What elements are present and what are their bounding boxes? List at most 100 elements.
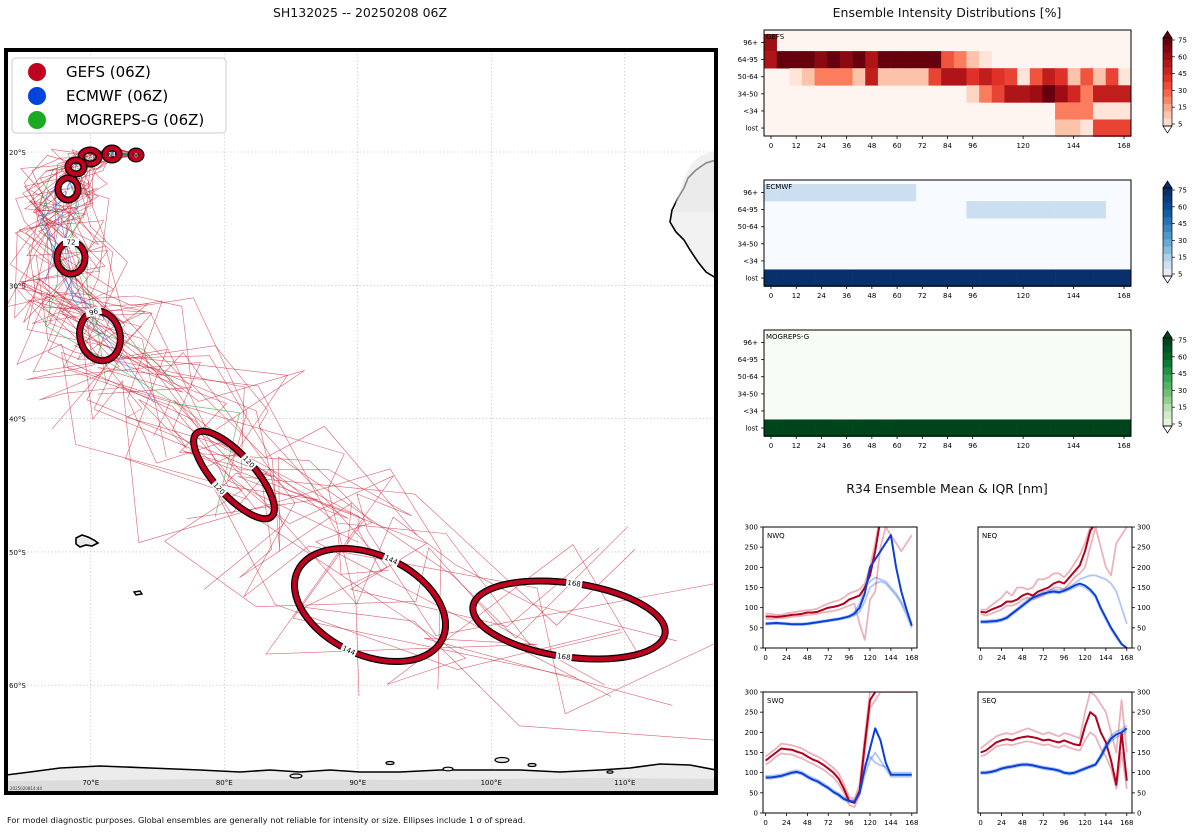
r34-y-label: 250 (1137, 544, 1150, 552)
heatmap-row-label: 96+ (743, 189, 758, 197)
heatmap-cell (1042, 269, 1056, 287)
colorbar-segment (1163, 195, 1172, 204)
colorbar-segment (1163, 60, 1172, 68)
heatmap-cell (979, 85, 993, 103)
colorbar-label: 30 (1178, 387, 1187, 395)
heatmap-row-label: 96+ (743, 339, 758, 347)
heatmap-cell (953, 68, 967, 86)
r34-y-label: 250 (1137, 709, 1150, 717)
r34-y-label: 150 (1137, 584, 1150, 592)
r34-y-label: 50 (1137, 624, 1146, 632)
r34-x-label: 120 (863, 819, 876, 827)
gefs-mean-line (764, 692, 877, 804)
heatmap-cell (827, 184, 841, 202)
r34-y-label: 200 (1137, 729, 1150, 737)
heatmap-x-label: 36 (842, 442, 851, 450)
colorbar-segment (1163, 261, 1172, 270)
heatmap-cell (1105, 68, 1119, 86)
footer-note: For model diagnostic purposes. Global en… (7, 815, 525, 825)
heatmap-x-label: 72 (918, 142, 927, 150)
heatmap-cell (1042, 68, 1056, 86)
heatmap-cell (903, 184, 917, 202)
heatmap-cell (1067, 269, 1081, 287)
ellipse-ring (55, 175, 81, 203)
ellipse-ring (102, 145, 122, 163)
colorbar-extend-top (1162, 30, 1173, 39)
r34-x-label: 144 (1099, 819, 1113, 827)
colorbar-frame (1162, 187, 1173, 277)
heatmap-cell (776, 184, 790, 202)
heatmap-cell (1004, 85, 1018, 103)
track-line (50, 148, 605, 686)
lat-label: 50°S (9, 549, 26, 557)
r34-y-label: 100 (745, 769, 758, 777)
ellipse-label: 72 (67, 239, 76, 247)
colorbar-segment (1163, 254, 1172, 262)
heatmap-cell (979, 51, 993, 69)
heatmap-x-label: 96 (968, 292, 977, 300)
heatmap-cell (915, 51, 929, 69)
heatmap-cell (1093, 201, 1106, 219)
legend-mogreps-marker (28, 111, 46, 129)
colorbar-frame (1162, 37, 1173, 127)
r34-plot-area (765, 527, 913, 641)
heatmap-x-label: 24 (817, 142, 826, 150)
heatmap-cell (966, 51, 980, 69)
heatmap-cell (1017, 85, 1031, 103)
r34-x-label: 0 (763, 654, 767, 662)
r34-y-label: 300 (745, 689, 758, 697)
colorbar-label: 30 (1178, 87, 1187, 95)
heatmap-cell (1042, 419, 1056, 437)
r34-x-label: 168 (905, 819, 918, 827)
colorbar-segment (1163, 382, 1172, 390)
heatmap-cell (1004, 201, 1018, 219)
heatmap-cell (991, 419, 1005, 437)
ellipse-24h: 24 (77, 146, 103, 168)
heatmap-cell (1067, 85, 1081, 103)
gefs-p75-line (765, 527, 880, 616)
colorbar-segment (1163, 360, 1172, 368)
heatmap-cell (852, 68, 866, 86)
heatmap-cell (839, 68, 853, 86)
heatmap-cell (1055, 119, 1069, 137)
heatmap-cell (1055, 269, 1069, 287)
r34-y-label: 0 (754, 645, 758, 653)
r34-y-label: 300 (745, 524, 758, 532)
colorbar-segment (1163, 202, 1172, 211)
gefs-p75-line (765, 692, 872, 800)
heatmap-cell (877, 184, 891, 202)
heatmap-cell (1017, 68, 1031, 86)
heatmap-cell (915, 419, 929, 437)
heatmap-x-label: 144 (1067, 442, 1081, 450)
colorbar-segment (1163, 52, 1172, 61)
heatmap-row-label: lost (745, 125, 758, 133)
gefs-mean-line (980, 711, 1128, 786)
track-line (24, 153, 640, 685)
heatmap-name: GEFS (766, 33, 785, 41)
heatmap-cell (827, 68, 841, 86)
colorbar-segment (1163, 111, 1172, 120)
heatmap-x-label: 12 (792, 442, 801, 450)
heatmap-cell (1105, 269, 1119, 287)
heatmap-cell (953, 51, 967, 69)
r34-panel-name: NWQ (767, 532, 785, 540)
heatmap-cell (839, 419, 853, 437)
heatmap-cell (1042, 85, 1056, 103)
ecmwf-p25-line (980, 730, 1128, 776)
heatmap-cell (1080, 269, 1094, 287)
heatmap-x-label: 144 (1067, 142, 1081, 150)
track-line (15, 148, 673, 706)
colorbar-label: 30 (1178, 237, 1187, 245)
heatmap-row-label: 64-95 (738, 356, 758, 364)
heatmap-cell (890, 419, 904, 437)
ecmwf-mean-line (765, 534, 913, 627)
ellipse-label: 168 (567, 579, 581, 589)
track-line (59, 147, 577, 678)
heatmap-cell (1029, 85, 1043, 103)
heatmap-cell (991, 85, 1005, 103)
heatmap-cell (1105, 119, 1119, 137)
colorbar-extend-top (1162, 180, 1173, 189)
gefs-p75-line (980, 692, 1128, 754)
r34-plot-area (764, 692, 912, 808)
colorbar-segment (1163, 188, 1172, 196)
